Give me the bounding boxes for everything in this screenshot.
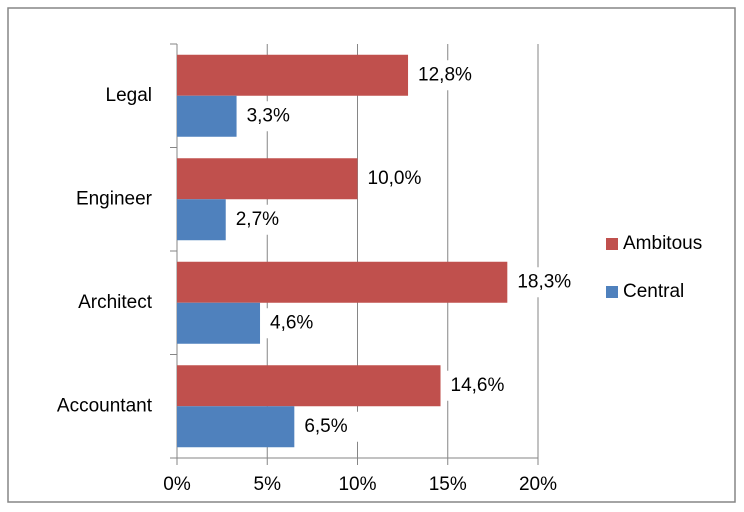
legend-swatch [606,238,618,250]
x-tick-label: 5% [254,474,282,495]
bar [177,261,508,303]
x-tick-label: 10% [338,474,376,495]
value-label: 12,8% [418,64,472,85]
bar [177,365,441,407]
value-label-bg [414,60,481,91]
x-tick-label: 20% [519,474,557,495]
bar [177,158,358,200]
bar [177,302,261,344]
value-label: 3,3% [247,105,290,126]
value-label-bg [446,370,513,401]
value-label-bg [300,411,367,442]
value-label: 6,5% [304,416,347,437]
x-tick-label: 0% [163,474,191,495]
y-tick-label: Engineer [76,188,153,209]
bar [177,54,409,96]
legend-swatch [606,286,618,298]
y-tick-label: Accountant [57,395,153,416]
legend-label: Ambitous [623,233,702,254]
bar [177,95,237,137]
value-label-bg [513,267,580,298]
value-label: 2,7% [236,209,279,230]
y-tick-label: Legal [106,85,153,106]
legend-label: Central [623,281,684,302]
value-label: 10,0% [368,168,422,189]
value-label: 4,6% [270,312,313,333]
value-label: 18,3% [517,271,571,292]
value-label-bg [231,204,298,235]
y-tick-label: Architect [78,292,153,313]
bar [177,199,226,241]
bar [177,406,295,448]
x-tick-label: 15% [429,474,467,495]
value-label-bg [242,101,309,132]
value-label: 14,6% [451,375,505,396]
value-label-bg [363,163,430,194]
value-label-bg [266,308,333,339]
